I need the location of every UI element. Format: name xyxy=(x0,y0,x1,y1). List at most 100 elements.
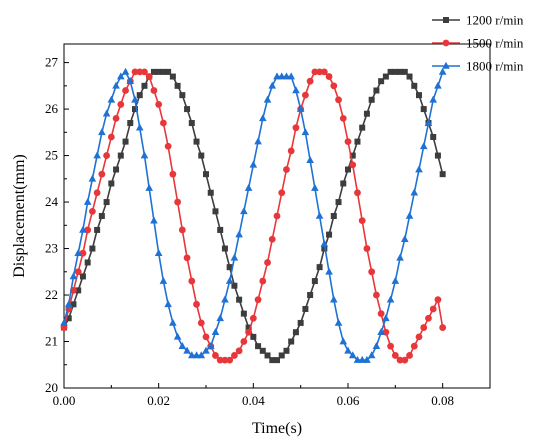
x-tick-label: 0.06 xyxy=(337,393,360,408)
data-point xyxy=(250,333,257,340)
data-point xyxy=(311,278,318,285)
y-axis: 20 21 22 23 24 25 26 27 xyxy=(45,55,69,395)
data-point xyxy=(429,95,437,103)
data-point xyxy=(410,188,419,196)
data-point xyxy=(292,86,300,94)
data-point xyxy=(217,226,224,233)
data-point xyxy=(439,171,446,178)
data-point xyxy=(141,68,148,76)
data-point xyxy=(126,76,135,84)
data-point xyxy=(216,356,224,364)
data-point xyxy=(165,68,172,75)
data-point xyxy=(169,73,176,80)
data-point xyxy=(117,72,125,80)
data-point xyxy=(179,92,186,99)
data-point xyxy=(363,245,371,252)
data-point xyxy=(382,73,389,80)
legend-swatch-marker xyxy=(442,39,450,47)
data-point xyxy=(397,68,404,75)
data-point xyxy=(302,91,309,99)
data-point xyxy=(83,197,92,205)
data-point xyxy=(387,68,394,75)
data-point xyxy=(287,72,295,80)
data-point xyxy=(344,346,352,354)
data-point xyxy=(178,341,187,349)
legend-label: 1200 r/min xyxy=(466,13,524,28)
data-point xyxy=(406,73,413,80)
data-point xyxy=(98,213,105,219)
x-tick-label: 0.02 xyxy=(147,393,170,408)
y-tick-label: 23 xyxy=(45,241,58,256)
data-point xyxy=(107,95,116,103)
y-tick-label: 26 xyxy=(45,101,59,116)
series-1800 xyxy=(60,67,447,363)
data-point xyxy=(419,142,428,150)
data-point xyxy=(235,347,243,355)
data-point xyxy=(79,273,86,280)
data-point xyxy=(188,277,196,285)
data-point xyxy=(311,68,319,76)
data-point xyxy=(231,352,238,359)
data-point xyxy=(373,87,380,94)
data-point xyxy=(255,343,262,350)
data-point xyxy=(212,208,219,215)
data-point xyxy=(354,189,361,197)
data-point xyxy=(377,310,385,318)
data-point xyxy=(84,259,91,266)
data-point xyxy=(415,333,423,341)
data-point xyxy=(396,356,404,364)
data-point xyxy=(249,314,257,322)
data-point xyxy=(348,351,357,359)
data-point xyxy=(391,276,400,284)
data-point xyxy=(278,352,285,359)
data-point xyxy=(302,305,309,312)
data-point xyxy=(212,352,219,359)
data-point xyxy=(202,346,210,354)
data-point xyxy=(113,166,120,173)
data-point xyxy=(174,198,182,206)
data-point xyxy=(254,137,262,145)
data-point xyxy=(112,114,120,122)
data-point xyxy=(178,226,186,234)
data-point xyxy=(335,199,342,206)
legend: 1200 r/min 1500 r/min 1800 r/min xyxy=(432,13,524,74)
data-point xyxy=(415,165,423,173)
data-point xyxy=(292,329,299,336)
data-point xyxy=(301,128,310,136)
data-point xyxy=(140,151,149,159)
data-point xyxy=(89,245,96,252)
data-point xyxy=(121,67,130,75)
data-point xyxy=(273,212,281,220)
data-point xyxy=(211,328,220,336)
data-point xyxy=(103,199,110,206)
data-point xyxy=(103,152,110,159)
data-point xyxy=(401,356,409,364)
data-point xyxy=(358,217,366,225)
data-point xyxy=(169,170,177,178)
x-tick-label: 0.00 xyxy=(53,393,76,408)
data-point xyxy=(117,152,124,159)
data-point xyxy=(155,68,162,75)
data-point xyxy=(60,318,68,326)
data-point xyxy=(315,211,324,219)
data-point xyxy=(60,324,68,331)
data-point xyxy=(160,68,167,75)
legend-swatch-marker xyxy=(442,61,450,69)
data-point xyxy=(79,225,87,233)
data-point xyxy=(245,328,253,336)
data-point xyxy=(159,276,168,284)
y-tick-label: 24 xyxy=(45,194,59,209)
data-point xyxy=(274,357,280,364)
data-point xyxy=(296,104,305,112)
data-point xyxy=(198,152,205,159)
data-point xyxy=(363,110,370,117)
data-point xyxy=(292,124,300,132)
data-point xyxy=(434,296,442,304)
data-point xyxy=(240,338,248,345)
data-point xyxy=(193,138,200,145)
data-point xyxy=(410,342,418,350)
data-point xyxy=(245,324,252,331)
data-point xyxy=(150,87,158,94)
data-point xyxy=(411,82,418,89)
data-point xyxy=(283,166,290,173)
